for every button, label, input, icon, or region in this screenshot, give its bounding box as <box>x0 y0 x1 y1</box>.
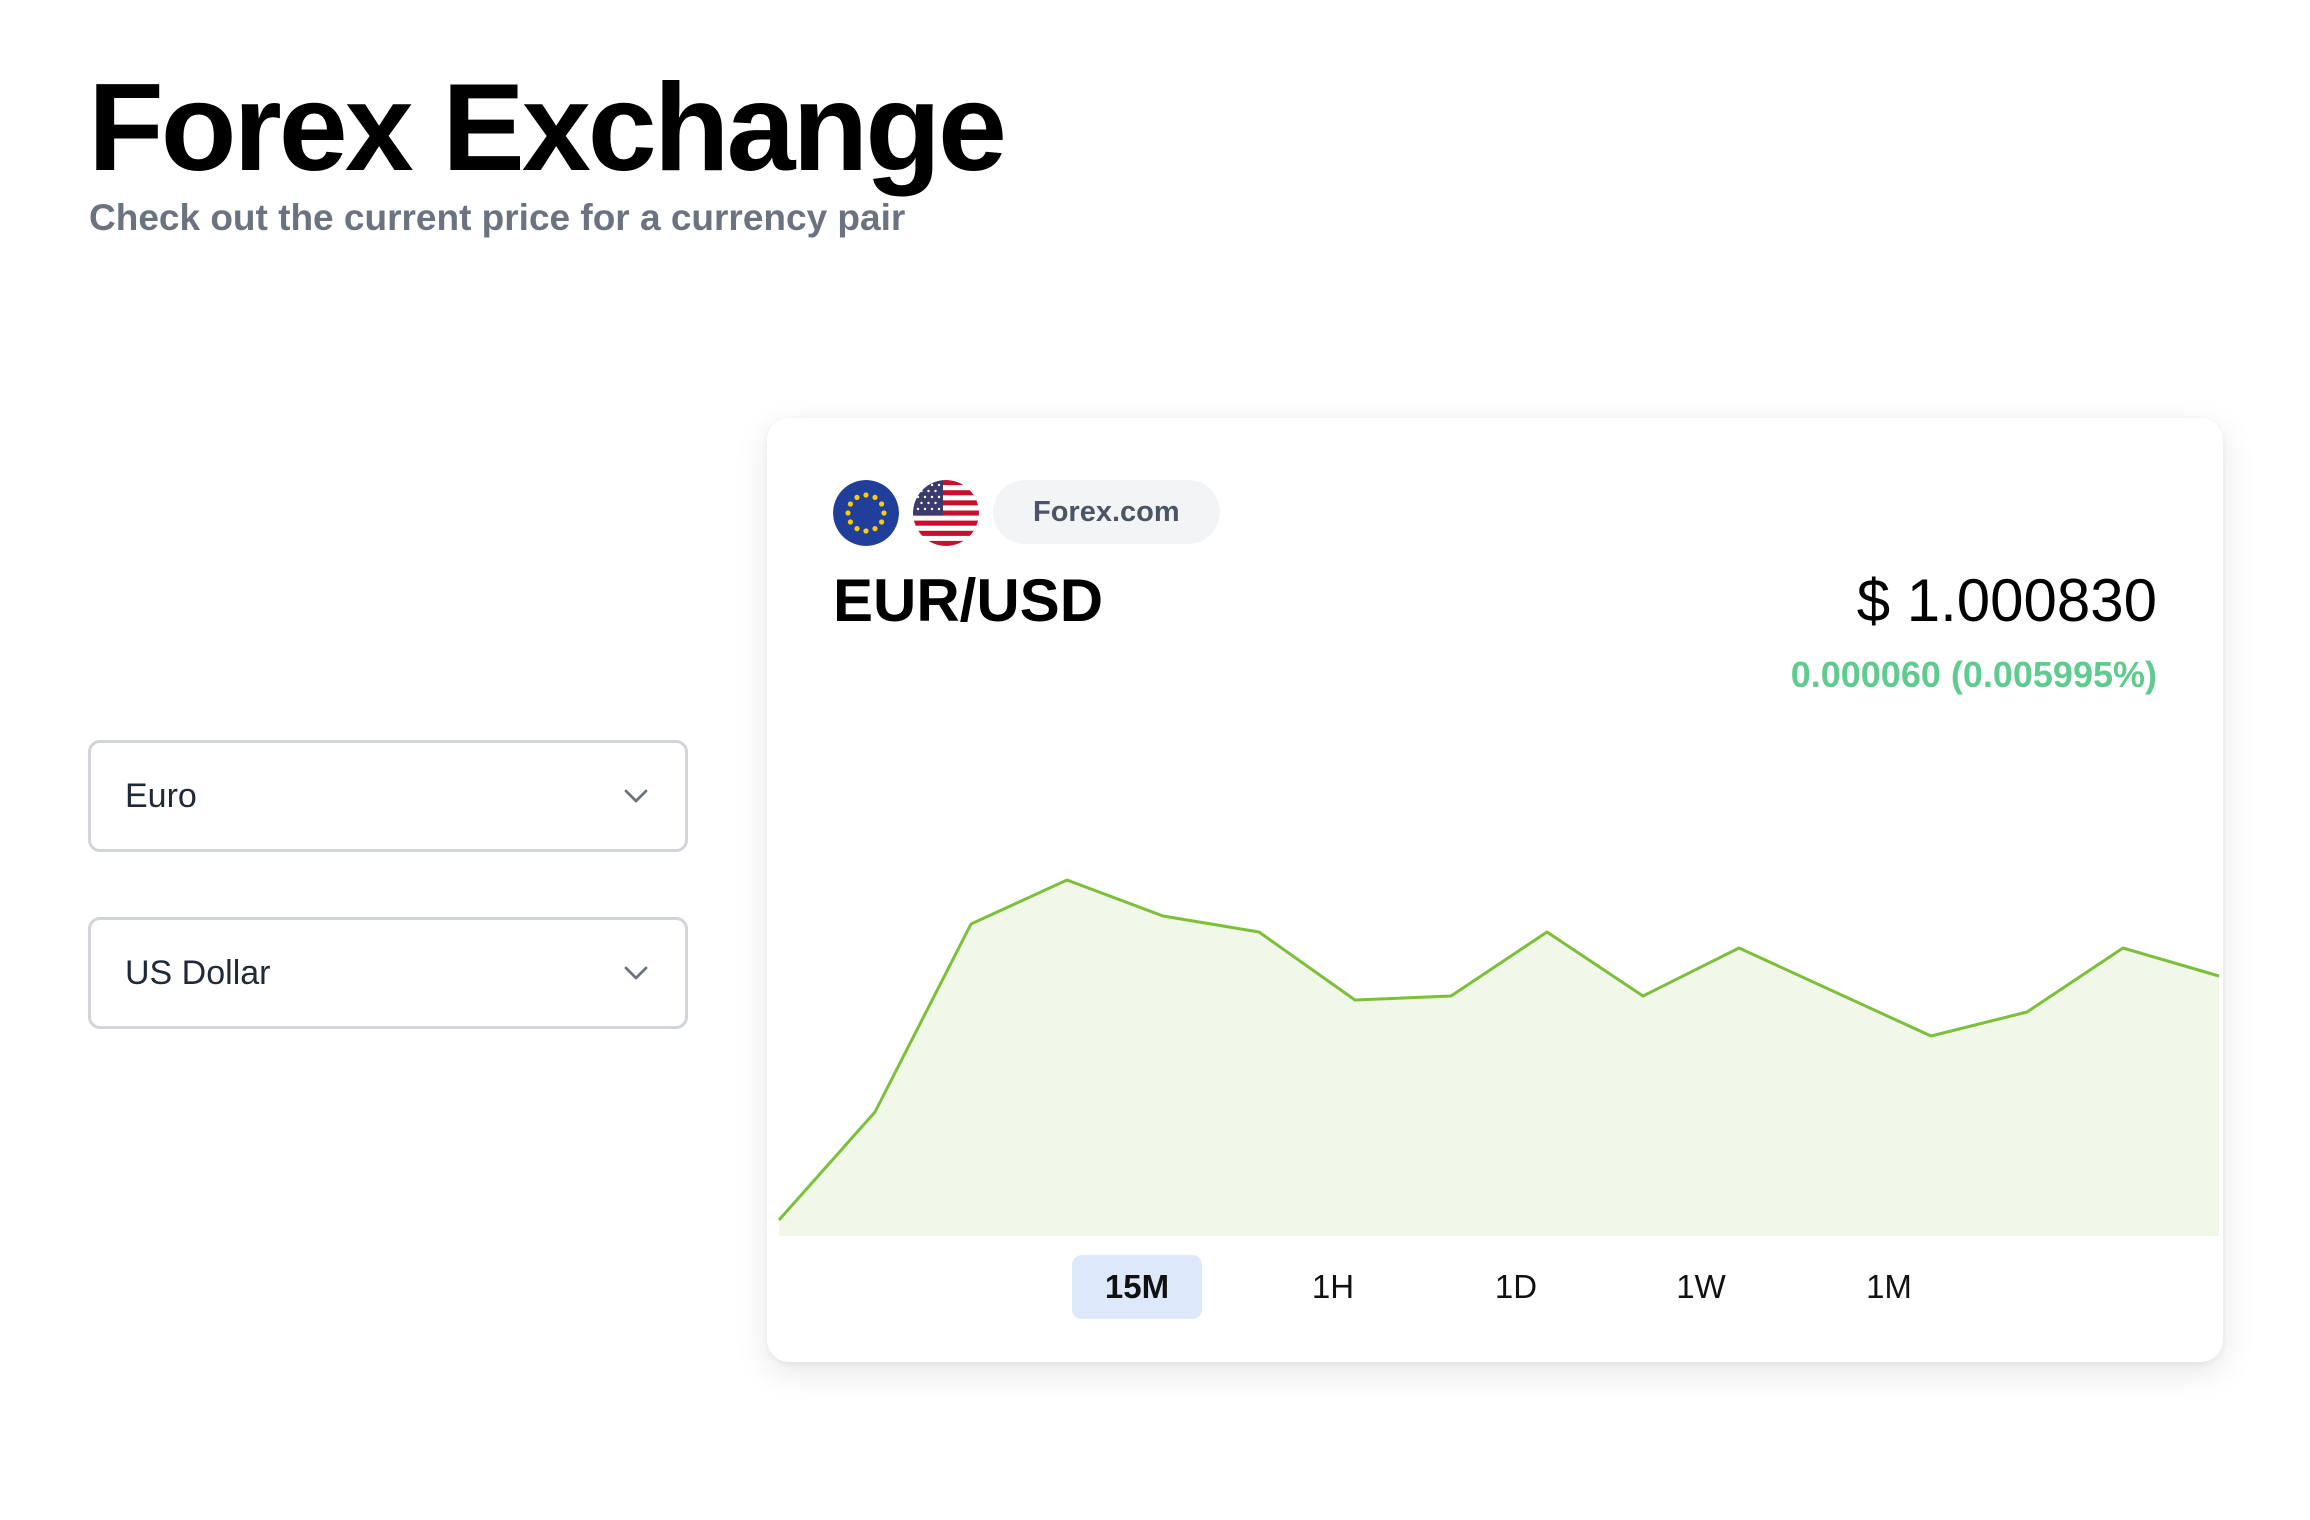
source-badge: Forex.com <box>993 480 1220 544</box>
from-currency-select[interactable]: Euro <box>88 740 688 852</box>
time-range-1h[interactable]: 1H <box>1311 1268 1355 1305</box>
time-range-15m[interactable]: 15M <box>1072 1255 1202 1319</box>
currency-pair: EUR/USD <box>833 567 1104 634</box>
price-chart <box>777 878 2220 1236</box>
time-range-1d[interactable]: 1D <box>1494 1268 1538 1305</box>
to-currency-select[interactable]: US Dollar <box>88 917 688 1029</box>
time-range-1w[interactable]: 1W <box>1676 1268 1726 1305</box>
price-change: 0.000060 (0.005995%) <box>1790 654 2157 695</box>
page-subtitle: Check out the current price for a curren… <box>89 197 906 238</box>
chevron-down-icon <box>624 789 648 803</box>
price-card: Forex.com EUR/USD $ 1.000830 0.000060 (0… <box>767 418 2223 1362</box>
page-title: Forex Exchange <box>88 59 1007 197</box>
eu-flag-icon <box>833 480 899 546</box>
time-range-1m[interactable]: 1M <box>1866 1268 1912 1305</box>
us-flag-icon <box>913 480 979 546</box>
time-range-tabs: 15M 1H 1D 1W 1M <box>767 1255 2223 1319</box>
to-currency-value: US Dollar <box>125 953 271 992</box>
chevron-down-icon <box>624 966 648 980</box>
chart-area-fill <box>779 880 2219 1236</box>
from-currency-value: Euro <box>125 776 197 815</box>
chart-series-line <box>777 878 2220 1221</box>
current-price: $ 1.000830 <box>1856 567 2157 634</box>
